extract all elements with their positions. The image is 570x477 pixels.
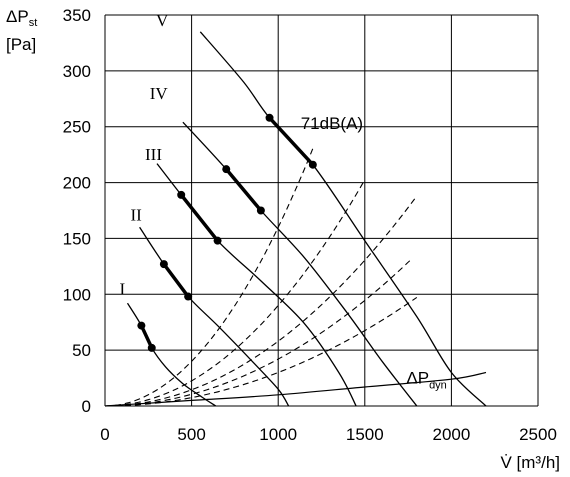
system-curve-dashed — [104, 195, 418, 407]
fan-curve-label-v: V — [156, 11, 169, 30]
operating-range-segment — [179, 193, 220, 243]
operating-point-marker — [308, 160, 317, 169]
x-tick-label: 500 — [177, 425, 205, 444]
fan-curve-label-ii: II — [131, 206, 143, 225]
fan-curve-ii — [139, 226, 290, 407]
noise-level-annotation: 71dB(A) — [301, 114, 363, 133]
x-tick-label: 1000 — [259, 425, 297, 444]
operating-point-marker — [137, 321, 146, 330]
operating-point-marker — [265, 113, 274, 122]
x-tick-label: 2500 — [519, 425, 557, 444]
operating-point-marker — [147, 343, 156, 352]
y-tick-label: 50 — [72, 341, 91, 360]
system-curve-dashed — [104, 179, 366, 407]
y-tick-label: 200 — [63, 174, 91, 193]
y-tick-label: 300 — [63, 62, 91, 81]
y-tick-label: 0 — [82, 397, 91, 416]
operating-point-marker — [184, 292, 193, 301]
y-tick-label: 350 — [63, 6, 91, 25]
dynamic-pressure-curve — [104, 371, 487, 407]
operating-point-marker — [177, 190, 186, 199]
dynamic-pressure-label: ΔPdyn — [406, 369, 446, 392]
operating-range-segment — [139, 323, 154, 350]
operating-point-marker — [256, 206, 265, 215]
x-tick-label: 2000 — [432, 425, 470, 444]
operating-range-segment — [162, 262, 190, 299]
y-axis-label-line1: ΔPst — [6, 7, 37, 29]
system-curve-dashed — [104, 148, 314, 407]
operating-point-marker — [222, 165, 231, 174]
system-curve-dashed — [104, 260, 411, 407]
operating-range-segment — [267, 116, 315, 167]
x-tick-label: 1500 — [346, 425, 384, 444]
x-axis-label: V̇ [m³/h] — [500, 453, 560, 472]
x-tick-label: 0 — [100, 425, 109, 444]
y-axis-label-line2: [Pa] — [6, 35, 36, 54]
y-tick-label: 250 — [63, 118, 91, 137]
y-tick-label: 100 — [63, 285, 91, 304]
fan-curve-i — [126, 302, 217, 407]
fan-curve-label-iv: IV — [150, 84, 169, 103]
operating-point-marker — [159, 260, 168, 269]
fan-curve-label-iii: III — [145, 145, 162, 164]
operating-point-marker — [213, 236, 222, 245]
fan-curve-label-i: I — [119, 279, 125, 298]
operating-range-segment — [224, 167, 263, 213]
fan-curve-v — [199, 31, 487, 407]
y-tick-label: 150 — [63, 229, 91, 248]
